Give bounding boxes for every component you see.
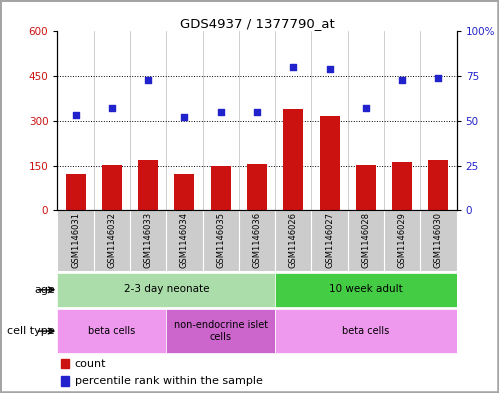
Point (181, 114, 189, 120)
Text: count: count (74, 359, 106, 369)
Point (289, 64, 297, 70)
Bar (429, 160, 449, 210)
Text: GSM1146031: GSM1146031 (71, 212, 80, 268)
Point (398, 77, 406, 83)
Bar (175, 174, 195, 210)
Bar (283, 109, 303, 210)
Point (217, 109, 225, 115)
Bar (392, 162, 412, 210)
Bar (211, 165, 231, 210)
Text: GSM1146029: GSM1146029 (398, 212, 407, 268)
Text: 10 week adult: 10 week adult (329, 284, 403, 294)
Bar (138, 160, 158, 210)
Bar (275, 273, 457, 307)
Bar (166, 309, 275, 353)
Point (71, 112, 79, 119)
Text: GSM1146028: GSM1146028 (361, 212, 370, 268)
Text: beta cells: beta cells (342, 326, 390, 336)
Text: GSM1146030: GSM1146030 (434, 212, 443, 268)
Text: GSM1146026: GSM1146026 (289, 212, 298, 268)
Text: non-endocrine islet
cells: non-endocrine islet cells (174, 320, 268, 342)
Bar (65, 174, 85, 210)
Text: GSM1146033: GSM1146033 (144, 212, 153, 268)
Text: GSM1146035: GSM1146035 (216, 212, 225, 268)
Point (253, 109, 261, 115)
Bar (102, 165, 122, 210)
Bar (247, 164, 267, 210)
Text: percentile rank within the sample: percentile rank within the sample (74, 376, 262, 386)
Text: GSM1146027: GSM1146027 (325, 212, 334, 268)
Bar (57, 309, 166, 353)
Text: beta cells: beta cells (88, 326, 135, 336)
Bar (319, 116, 339, 210)
Bar (275, 309, 457, 353)
Point (325, 66, 333, 72)
Text: GSM1146032: GSM1146032 (107, 212, 116, 268)
Point (108, 105, 116, 112)
Text: GSM1146034: GSM1146034 (180, 212, 189, 268)
Bar (61, 376, 68, 386)
Text: cell type: cell type (7, 326, 55, 336)
Bar (57, 273, 275, 307)
Point (435, 75, 443, 81)
Bar (356, 165, 376, 210)
Point (362, 105, 370, 112)
Title: GDS4937 / 1377790_at: GDS4937 / 1377790_at (180, 17, 334, 30)
Bar (61, 359, 68, 368)
Point (144, 77, 152, 83)
Text: 2-3 day neonate: 2-3 day neonate (124, 284, 209, 294)
Text: age: age (34, 285, 55, 295)
Text: GSM1146036: GSM1146036 (252, 212, 261, 268)
